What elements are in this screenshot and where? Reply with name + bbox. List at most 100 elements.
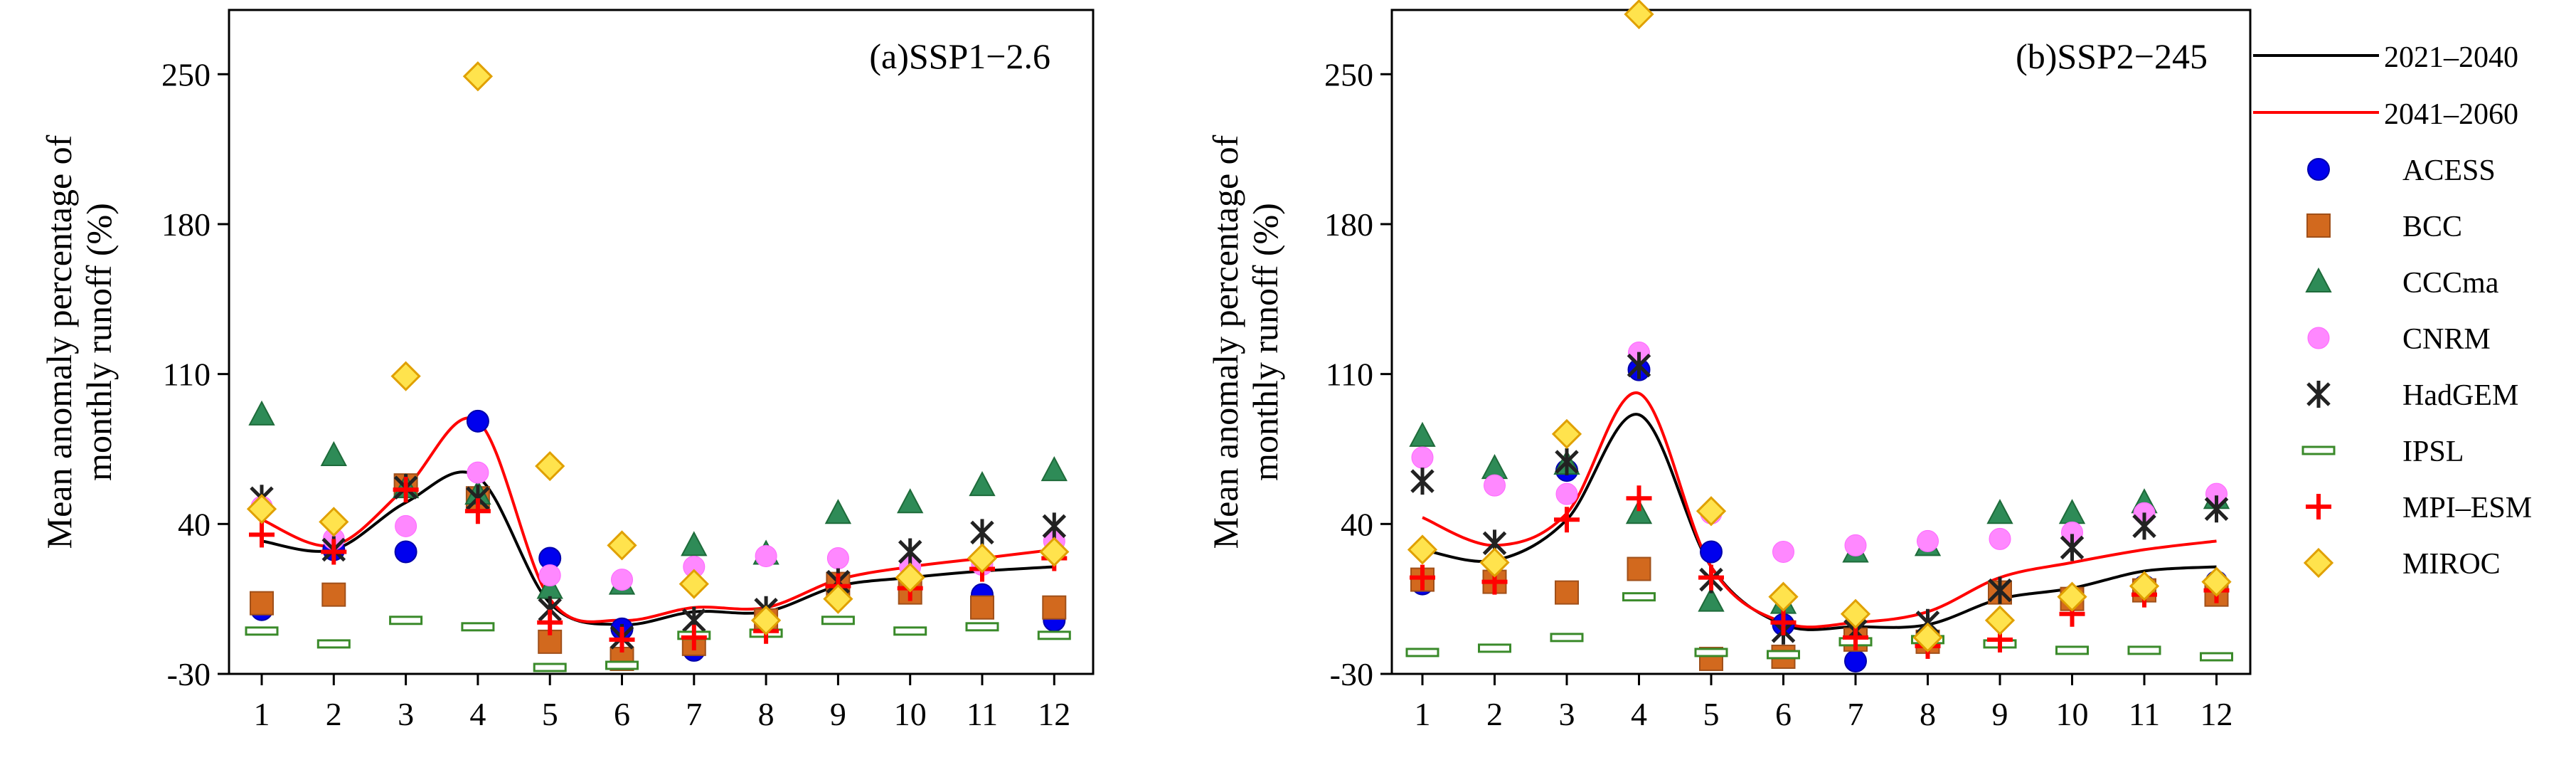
point-miroc <box>895 562 925 593</box>
point-ipsl <box>461 622 495 632</box>
legend-swatch <box>2307 327 2330 349</box>
series-bcc <box>1410 556 2229 671</box>
series-hadgem <box>1410 352 2229 645</box>
series-acess <box>1411 358 2228 672</box>
legend-label: CCCma <box>2402 267 2499 300</box>
series-line-2021-2040 <box>261 470 1055 626</box>
point-miroc <box>319 507 349 537</box>
series-miroc <box>246 61 1070 635</box>
y-axis-title-line1: Mean anomaly percentage of <box>39 134 79 549</box>
y-tick-label: 180 <box>1324 206 1373 243</box>
legend-swatch <box>2303 547 2334 579</box>
point-cnrm <box>1917 529 1939 552</box>
point-cccma <box>897 488 924 514</box>
series-cccma <box>248 400 1068 599</box>
x-tick-label: 2 <box>326 696 342 732</box>
legend-swatch <box>2306 213 2331 238</box>
x-tick-label: 9 <box>830 696 846 732</box>
point-cccma <box>1625 499 1653 524</box>
point-cnrm <box>1484 474 1506 497</box>
x-tick-label: 5 <box>1703 696 1720 732</box>
x-tick-label: 3 <box>1559 696 1575 732</box>
panel-title: (b)SSP2−245 <box>2016 36 2208 76</box>
point-cnrm <box>755 544 777 567</box>
point-bcc <box>250 591 274 616</box>
series-bcc <box>250 473 1067 671</box>
x-tick-label: 12 <box>1038 696 1070 732</box>
series-mpi-esm <box>1410 485 2230 659</box>
point-ipsl <box>1478 643 1511 653</box>
legend: 2021–2040 2041–2060 ACESS BCC CCCma CNRM HadGE… <box>2253 41 2532 581</box>
series-cccma <box>1409 421 2230 614</box>
point-miroc <box>1696 496 1727 527</box>
series-acess <box>250 409 1066 662</box>
point-ipsl <box>605 660 639 670</box>
point-bcc <box>321 582 346 607</box>
legend-item-ipsl: IPSL <box>2301 436 2464 468</box>
point-ipsl <box>2055 645 2089 655</box>
point-miroc <box>1768 581 1799 612</box>
x-tick-label: 3 <box>398 696 414 732</box>
point-miroc <box>750 605 782 635</box>
plot-frame <box>228 9 1095 675</box>
x-tick-label: 2 <box>1486 696 1503 732</box>
point-cccma <box>1409 421 1436 447</box>
point-ipsl <box>533 663 567 672</box>
point-miroc <box>2057 581 2087 612</box>
point-ipsl <box>893 626 927 636</box>
point-cnrm <box>1989 527 2011 550</box>
x-tick-label: 8 <box>1920 696 1936 732</box>
point-cnrm <box>538 564 561 587</box>
point-ipsl <box>2127 645 2161 655</box>
legend-item-cccma: CCCma <box>2305 267 2499 300</box>
point-cnrm <box>467 461 489 484</box>
y-axis-title-line2: monthly runoff (%) <box>1245 203 1285 481</box>
point-mpi-esm <box>321 539 347 565</box>
point-miroc <box>1624 0 1654 30</box>
x-tick-label: 6 <box>1775 696 1792 732</box>
point-miroc <box>1840 598 1871 629</box>
x-tick-label: 8 <box>758 696 775 732</box>
point-acess <box>1844 649 1867 672</box>
x-tick-label: 4 <box>1631 696 1647 732</box>
legend-label: IPSL <box>2402 436 2464 468</box>
x-tick-label: 9 <box>1992 696 2008 732</box>
legend-label: CNRM <box>2402 323 2491 356</box>
point-hadgem <box>898 538 922 566</box>
legend-item-hadgem: HadGEM <box>2306 379 2518 412</box>
point-miroc <box>1912 622 1943 653</box>
x-tick-label: 10 <box>894 696 927 732</box>
point-hadgem <box>2204 495 2229 523</box>
point-bcc <box>970 595 994 620</box>
y-axis-title-line2: monthly runoff (%) <box>79 203 119 481</box>
point-miroc <box>678 569 709 599</box>
point-miroc <box>1551 418 1582 450</box>
point-miroc <box>2201 566 2232 597</box>
point-hadgem <box>1410 468 1435 495</box>
series-mpi-esm <box>249 477 1068 653</box>
y-tick-label: 250 <box>1324 56 1373 93</box>
point-miroc <box>1984 605 2016 635</box>
point-ipsl <box>1694 648 1728 658</box>
point-acess <box>466 409 489 433</box>
point-mpi-esm <box>249 522 275 548</box>
x-tick-label: 11 <box>2129 696 2160 732</box>
plot-frame <box>1390 9 2252 675</box>
point-ipsl <box>1405 648 1439 658</box>
point-mpi-esm <box>393 477 419 503</box>
y-tick-label: -30 <box>1330 656 1373 692</box>
point-ipsl <box>1767 650 1800 660</box>
point-cccma <box>969 471 996 497</box>
point-cccma <box>2058 499 2086 524</box>
series-cnrm <box>1411 342 2228 563</box>
point-hadgem <box>2060 534 2085 561</box>
point-mpi-esm <box>1554 507 1580 533</box>
point-bcc <box>1627 556 1651 581</box>
series-line-2041-2060 <box>1422 391 2217 629</box>
legend-swatch <box>2306 494 2331 519</box>
point-hadgem <box>1555 448 1579 476</box>
point-miroc <box>246 494 277 524</box>
legend-swatch <box>2301 445 2336 455</box>
point-mpi-esm <box>1770 609 1797 635</box>
